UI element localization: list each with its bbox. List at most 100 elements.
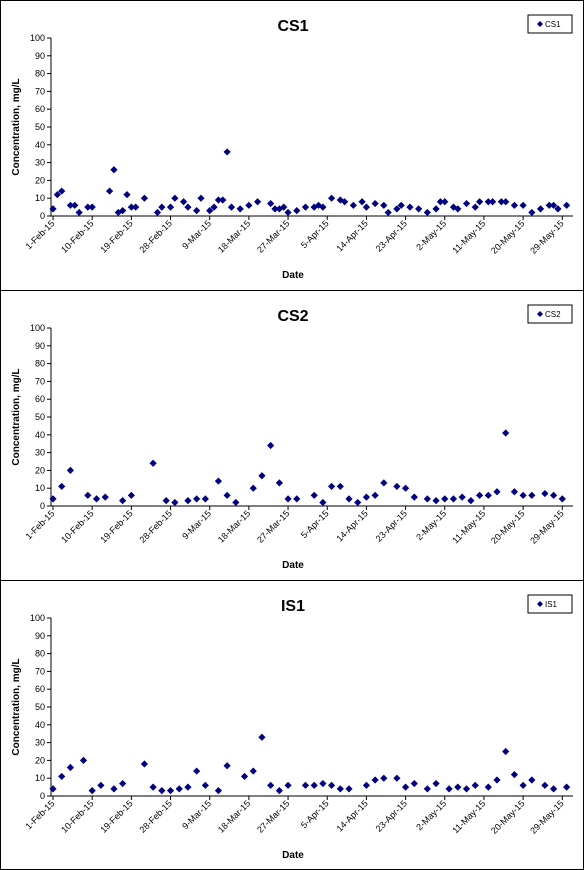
data-point [301, 781, 310, 789]
data-point [253, 198, 262, 206]
data-point [510, 771, 519, 779]
x-tick-label: 1-Feb-15 [24, 798, 57, 831]
data-point [401, 484, 410, 492]
data-point [380, 479, 388, 487]
data-point [327, 781, 336, 789]
data-point [171, 498, 179, 507]
x-tick-label: 20-May-15 [489, 798, 526, 835]
data-point [258, 733, 266, 741]
y-tick-label: 60 [35, 684, 45, 694]
data-point [432, 497, 440, 505]
data-point [462, 199, 471, 208]
data-point [105, 187, 114, 195]
data-point [336, 482, 344, 491]
x-tick-label: 28-Feb-15 [138, 508, 174, 544]
data-point [536, 205, 545, 213]
y-tick-label: 10 [35, 773, 45, 783]
y-tick-label: 40 [35, 140, 45, 150]
data-point [53, 191, 61, 199]
y-tick-label: 100 [30, 613, 45, 623]
y-tick-label: 100 [30, 323, 45, 333]
data-point [249, 767, 257, 775]
x-tick-label: 14-Apr-15 [334, 218, 369, 253]
x-tick-label: 11-May-15 [450, 798, 487, 835]
x-tick-label: 2-May-15 [414, 798, 448, 832]
data-point [310, 491, 318, 499]
data-point [88, 787, 96, 795]
chart-panel-cs2: CS2 0 10 20 30 40 50 60 70 80 90 100 1-Feb-15 10-Feb-… [0, 290, 584, 581]
data-point [132, 203, 140, 211]
y-tick-label: 70 [35, 666, 45, 676]
legend-box [527, 304, 573, 324]
data-point [528, 491, 536, 499]
y-tick-label: 40 [35, 720, 45, 730]
data-point [475, 491, 484, 499]
x-tick-label: 11-May-15 [450, 508, 487, 545]
y-tick-label: 60 [35, 104, 45, 114]
legend: IS1 [527, 594, 573, 614]
data-point [149, 783, 157, 791]
x-tick-label: 10-Feb-15 [59, 798, 95, 834]
data-point [267, 441, 275, 450]
data-point [380, 201, 388, 209]
data-point [497, 198, 505, 206]
y-tick-label: 0 [40, 791, 45, 801]
data-point [184, 497, 192, 505]
y-tick-label: 100 [30, 33, 45, 43]
data-point [158, 203, 166, 211]
data-point [384, 208, 392, 217]
data-point [58, 772, 66, 781]
data-point [58, 482, 66, 491]
data-point [484, 491, 492, 499]
data-point [197, 194, 205, 202]
y-tick-label: 20 [35, 465, 45, 475]
data-point [101, 493, 109, 501]
data-point [171, 194, 179, 202]
data-point [401, 783, 410, 791]
x-tick-label: 18-Mar-15 [216, 218, 252, 254]
data-point [79, 756, 88, 764]
legend-label: IS1 [545, 600, 558, 609]
data-point [110, 166, 118, 174]
y-axis-label: Concentration, mg/L [11, 658, 22, 755]
x-tick-label: 20-May-15 [489, 508, 526, 545]
y-tick-label: 90 [35, 51, 45, 61]
y-tick-label: 80 [35, 69, 45, 79]
data-point [245, 201, 253, 209]
data-point [475, 198, 484, 206]
data-point [71, 201, 79, 209]
y-tick-label: 10 [35, 483, 45, 493]
x-tick-label: 20-May-15 [489, 218, 526, 255]
x-tick-label: 14-Apr-15 [334, 508, 369, 543]
data-point [219, 196, 227, 204]
data-point [66, 763, 75, 772]
legend: CS2 [527, 304, 573, 324]
chart-title: CS1 [277, 18, 308, 35]
data-point [319, 498, 327, 507]
data-point [284, 495, 292, 503]
x-tick-label: 23-Apr-15 [374, 508, 409, 543]
data-point [166, 203, 175, 211]
data-point [519, 781, 527, 789]
data-point [232, 498, 240, 507]
data-point [354, 498, 362, 507]
data-point [528, 208, 536, 217]
data-point [201, 495, 209, 503]
data-point [123, 191, 131, 199]
data-point [66, 201, 75, 209]
data-point [410, 493, 418, 501]
data-point [327, 194, 336, 202]
y-tick-label: 50 [35, 122, 45, 132]
data-point [258, 472, 266, 480]
data-point [371, 776, 379, 784]
data-point [371, 199, 379, 208]
data-point [454, 205, 462, 213]
data-point [127, 203, 135, 211]
data-point [49, 205, 57, 213]
y-tick-label: 10 [35, 193, 45, 203]
data-point [393, 205, 401, 213]
data-point [119, 497, 127, 505]
x-tick-label: 28-Feb-15 [138, 218, 174, 254]
legend-label: CS2 [545, 310, 561, 319]
y-tick-label: 20 [35, 755, 45, 765]
